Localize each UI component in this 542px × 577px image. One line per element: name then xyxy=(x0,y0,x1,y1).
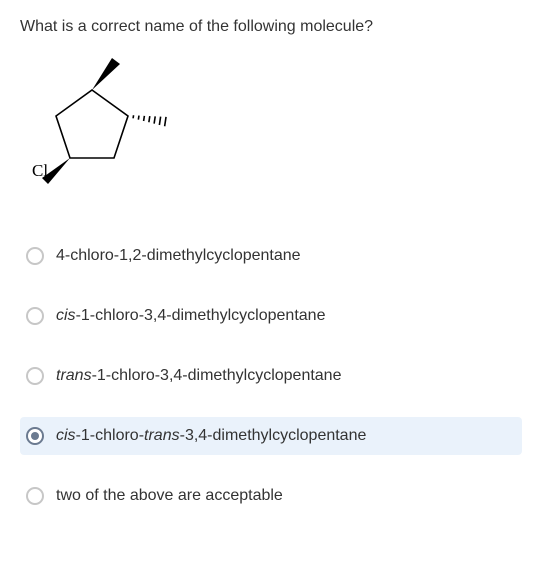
options-group: 4-chloro-1,2-dimethylcyclopentane cis-1-c… xyxy=(20,237,522,515)
radio-icon[interactable] xyxy=(26,307,44,325)
molecule-diagram: Cl xyxy=(28,52,522,197)
option-3[interactable]: cis-1-chloro-trans-3,4-dimethylcyclopent… xyxy=(20,417,522,455)
option-2[interactable]: trans-1-chloro-3,4-dimethylcyclopentane xyxy=(20,357,522,395)
option-0[interactable]: 4-chloro-1,2-dimethylcyclopentane xyxy=(20,237,522,275)
svg-text:Cl: Cl xyxy=(32,161,48,180)
radio-icon[interactable] xyxy=(26,427,44,445)
question-text: What is a correct name of the following … xyxy=(20,18,522,36)
option-label: two of the above are acceptable xyxy=(56,487,283,505)
option-label: cis-1-chloro-trans-3,4-dimethylcyclopent… xyxy=(56,427,366,445)
option-label: cis-1-chloro-3,4-dimethylcyclopentane xyxy=(56,307,325,325)
option-label: trans-1-chloro-3,4-dimethylcyclopentane xyxy=(56,367,341,385)
radio-icon[interactable] xyxy=(26,487,44,505)
option-1[interactable]: cis-1-chloro-3,4-dimethylcyclopentane xyxy=(20,297,522,335)
radio-icon[interactable] xyxy=(26,367,44,385)
radio-icon[interactable] xyxy=(26,247,44,265)
option-label: 4-chloro-1,2-dimethylcyclopentane xyxy=(56,247,301,265)
option-4[interactable]: two of the above are acceptable xyxy=(20,477,522,515)
